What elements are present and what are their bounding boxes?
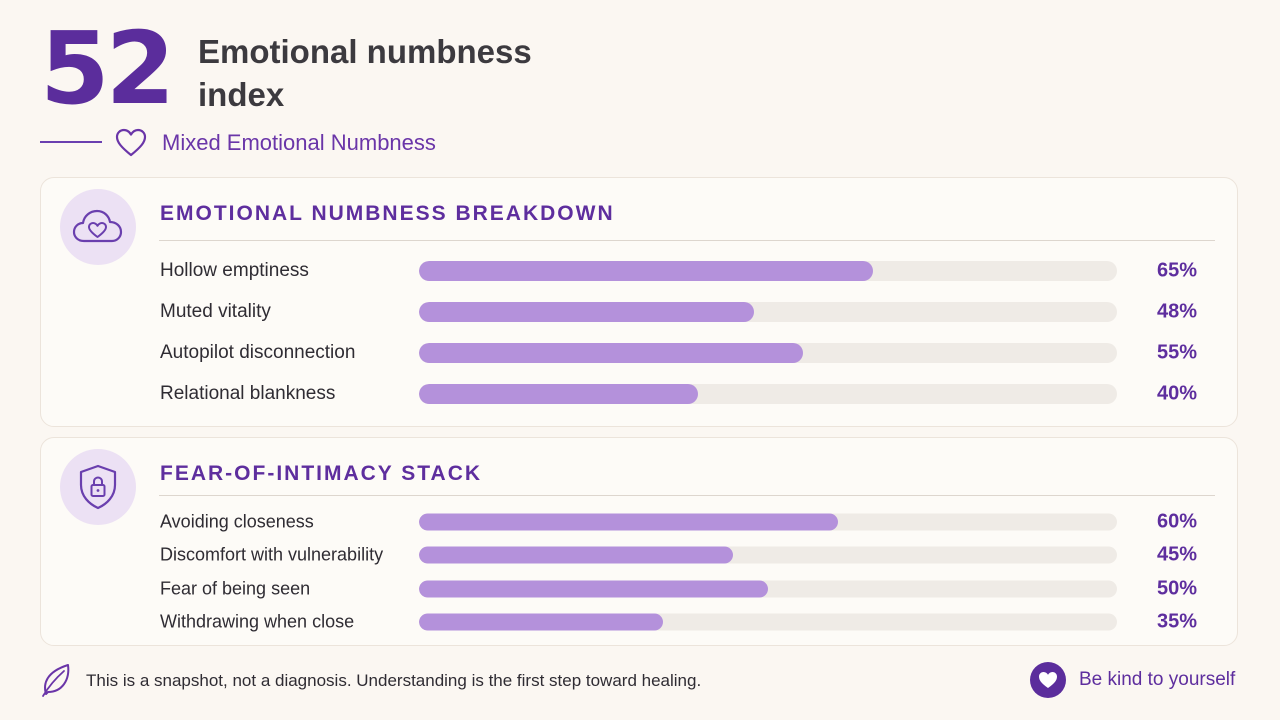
metric-bar-fill: [419, 580, 768, 598]
metric-list: Avoiding closeness 60% Discomfort with vul…: [41, 505, 1237, 639]
page-title: Emotional numbness index: [198, 33, 532, 113]
metric-label: Avoiding closeness: [160, 511, 314, 532]
cloud-heart-icon: [72, 209, 123, 243]
metric-bar-fill: [419, 383, 699, 404]
metric-bar-fill: [419, 301, 755, 322]
index-score: 52: [40, 10, 175, 127]
leaf-icon: [42, 664, 70, 697]
category-divider: [40, 141, 102, 143]
metric-bar-track: [419, 513, 1117, 531]
metric-bar-fill: [419, 260, 873, 281]
metric-bar-track: [419, 546, 1117, 564]
metric-list: Hollow emptiness 65% Muted vitality 48% Auto…: [41, 250, 1237, 414]
category-label: Mixed Emotional Numbness: [162, 130, 436, 155]
metric-bar-track: [419, 301, 1117, 322]
metric-label: Hollow emptiness: [160, 259, 309, 281]
heart-icon: [1039, 672, 1057, 688]
metric-label: Withdrawing when close: [160, 611, 355, 632]
section-icon-badge: [60, 189, 136, 265]
metric-bar-track: [419, 342, 1117, 363]
disclaimer-note: This is a snapshot, not a diagnosis. Und…: [86, 671, 702, 690]
section-divider: [159, 495, 1215, 496]
metric-label: Autopilot disconnection: [160, 341, 356, 363]
fear-of-intimacy-card: FEAR-OF-INTIMACY STACK Avoiding closenes…: [40, 437, 1238, 646]
kind-badge: [1030, 662, 1066, 698]
metric-value: 48%: [1156, 300, 1197, 322]
kind-message: Be kind to yourself: [1079, 669, 1236, 690]
heart-outline-icon: [115, 128, 147, 157]
metric-value: 50%: [1156, 577, 1197, 600]
metric-row: Autopilot disconnection 55%: [41, 332, 1237, 373]
metric-label: Fear of being seen: [160, 578, 311, 599]
metric-value: 55%: [1156, 341, 1197, 363]
metric-label: Discomfort with vulnerability: [160, 544, 384, 565]
metric-bar-track: [419, 383, 1117, 404]
metric-value: 40%: [1156, 382, 1197, 404]
metric-row: Withdrawing when close 35%: [41, 606, 1237, 640]
metric-value: 65%: [1156, 259, 1197, 281]
metric-value: 60%: [1156, 510, 1197, 533]
metric-row: Hollow emptiness 65%: [41, 250, 1237, 291]
metric-label: Relational blankness: [160, 382, 336, 404]
metric-value: 35%: [1156, 610, 1197, 633]
shield-lock-icon: [79, 464, 117, 510]
metric-row: Avoiding closeness 60%: [41, 505, 1237, 539]
metric-bar-fill: [419, 342, 803, 363]
metric-bar-track: [419, 580, 1117, 598]
section-heading: EMOTIONAL NUMBNESS BREAKDOWN: [160, 202, 615, 225]
metric-label: Muted vitality: [160, 300, 271, 322]
metric-bar-track: [419, 613, 1117, 631]
metric-row: Relational blankness 40%: [41, 373, 1237, 414]
metric-bar-fill: [419, 613, 664, 631]
numbness-breakdown-card: EMOTIONAL NUMBNESS BREAKDOWN Hollow empt…: [40, 177, 1238, 427]
metric-row: Discomfort with vulnerability 45%: [41, 539, 1237, 573]
metric-row: Fear of being seen 50%: [41, 572, 1237, 606]
section-divider: [159, 240, 1215, 241]
metric-bar-fill: [419, 546, 734, 564]
section-heading: FEAR-OF-INTIMACY STACK: [160, 462, 483, 485]
section-icon-badge: [60, 449, 136, 525]
metric-bar-fill: [419, 513, 838, 531]
metric-value: 45%: [1156, 543, 1197, 566]
metric-row: Muted vitality 48%: [41, 291, 1237, 332]
metric-bar-track: [419, 260, 1117, 281]
